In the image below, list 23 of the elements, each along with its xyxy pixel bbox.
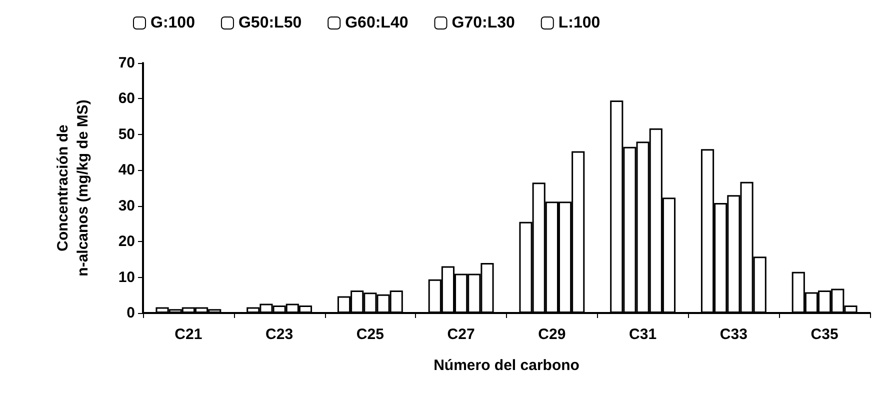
x-tick-label: C27 — [447, 326, 475, 343]
y-tick-label: 60 — [118, 90, 135, 108]
y-tick-label: 40 — [118, 162, 135, 179]
legend-label: G70:L30 — [452, 14, 515, 32]
y-tick-label: 0 — [126, 304, 135, 322]
x-axis-title: Número del carbono — [434, 357, 580, 374]
legend-label: L:100 — [558, 14, 600, 32]
y-tick-label: 50 — [118, 126, 135, 143]
y-tick-label: 30 — [118, 197, 135, 214]
y-tick-label: 20 — [118, 233, 135, 250]
x-tick-label: C25 — [356, 326, 384, 343]
legend-label: G50:L50 — [238, 14, 302, 32]
x-tick-label: C29 — [538, 326, 566, 343]
y-tick-label: 70 — [118, 54, 135, 72]
legend-label: G:100 — [150, 14, 196, 32]
x-tick-label: C35 — [810, 326, 838, 343]
x-tick-label: C31 — [629, 326, 657, 343]
legend-label: G60:L40 — [345, 14, 408, 32]
x-tick-label: C21 — [174, 326, 202, 343]
y-tick-label: 10 — [118, 268, 135, 286]
y-axis-title: Concentración de n-alcanos (mg/kg de MS) — [54, 100, 92, 276]
x-tick-label: C23 — [266, 326, 294, 343]
x-tick-label: C33 — [720, 326, 748, 343]
